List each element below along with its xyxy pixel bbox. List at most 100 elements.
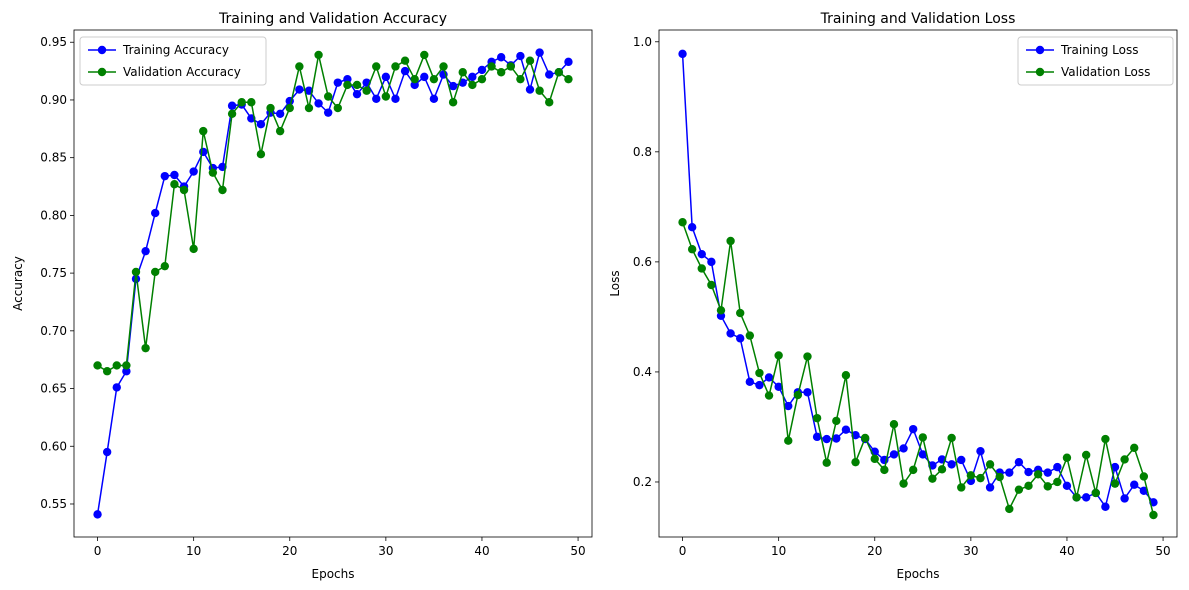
data-point [564,57,573,67]
x-tick-label: 20 [282,544,297,558]
chart-title: Training and Validation Accuracy [218,11,447,27]
data-point [199,126,208,136]
data-point [343,80,352,90]
data-point [860,433,870,443]
data-point [947,460,956,469]
data-point [957,483,966,492]
y-tick-label: 0.8 [633,145,652,159]
data-point [323,108,333,117]
data-point [1072,493,1081,502]
data-point [1130,480,1139,489]
data-point [784,401,793,411]
data-point [496,53,506,62]
data-point [745,377,755,387]
data-point [160,261,170,271]
data-point [151,267,160,277]
data-point [687,245,697,254]
data-point [1120,494,1129,503]
data-point [410,80,419,90]
data-point [506,62,515,71]
data-point [822,434,831,444]
data-point [947,433,956,443]
data-point [227,109,237,119]
data-point [516,51,525,61]
data-point [93,361,102,370]
data-point [736,308,745,318]
data-point [554,68,564,77]
data-point [218,185,227,195]
data-point [333,103,343,113]
data-point [1149,510,1158,520]
legend-label: Validation Loss [1061,65,1150,79]
data-point [304,103,314,113]
data-point [1062,453,1072,462]
data-point [889,420,899,429]
data-point [985,483,995,492]
data-point [1110,462,1120,472]
y-tick-label: 0.2 [633,475,652,489]
data-point [1110,479,1120,488]
y-tick-label: 1.0 [633,35,652,49]
legend-label: Validation Accuracy [123,65,241,79]
data-point [458,68,467,77]
data-point [1062,481,1072,491]
y-tick-label: 0.6 [633,255,652,269]
data-point [131,267,141,277]
data-point [1024,467,1033,477]
data-point [755,368,764,378]
y-tick-label: 0.90 [40,93,67,107]
data-point [957,455,966,465]
x-tick-label: 30 [963,544,978,558]
data-point [295,85,304,94]
data-point [468,80,477,90]
data-point [678,218,687,227]
x-tick-label: 40 [1059,544,1074,558]
data-point [112,361,121,370]
data-point [870,454,879,464]
data-point [151,208,160,218]
data-point [880,465,889,475]
data-point [295,62,304,71]
data-point [697,249,706,259]
data-point [525,56,535,65]
data-point [707,257,716,267]
plot-frame [73,29,593,538]
data-point [764,391,774,400]
data-point [477,65,487,75]
data-point [545,70,554,79]
data-point [1139,472,1149,481]
data-point [266,103,275,113]
data-point [736,334,745,343]
data-point [841,371,851,380]
x-axis-label: Epochs [312,567,355,581]
data-point [851,457,860,467]
y-tick-label: 0.4 [633,365,652,379]
x-tick-label: 0 [94,544,102,558]
data-point [429,74,439,84]
data-point [803,352,812,361]
data-point [1130,443,1139,453]
data-point [525,85,535,94]
legend: Training Loss Validation Loss [1017,36,1174,86]
y-tick-label: 0.65 [40,382,67,396]
y-axis-label: Accuracy [11,256,25,311]
data-point [429,94,439,104]
data-point [1024,481,1033,491]
data-point [112,383,121,392]
y-tick-label: 0.80 [40,208,67,222]
legend-marker [1035,67,1045,77]
data-point [170,180,179,189]
data-point [976,446,985,456]
data-point [774,382,783,391]
data-point [256,120,266,129]
data-point [564,74,573,84]
x-tick-label: 50 [570,544,585,558]
data-point [237,98,246,107]
data-point [372,62,381,71]
data-point [832,434,841,443]
data-point [1053,462,1062,472]
data-point [160,171,170,181]
data-point [1043,468,1052,477]
